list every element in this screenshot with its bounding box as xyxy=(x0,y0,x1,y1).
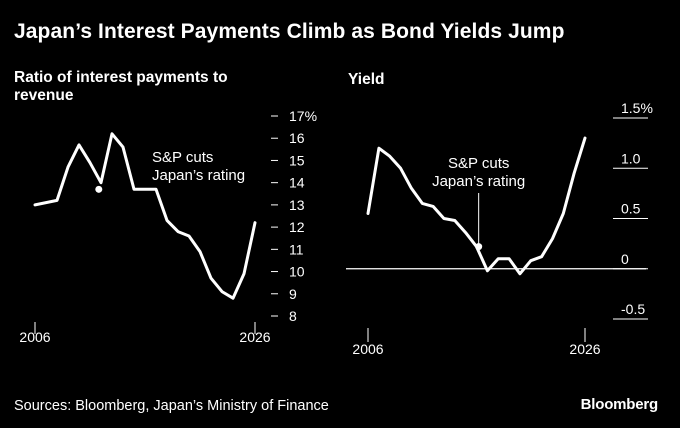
y-tick-label: 1.0 xyxy=(621,150,641,166)
y-tick-label: 15 xyxy=(289,152,305,168)
y-tick-label: 17% xyxy=(289,108,317,124)
annotation-label: Japan’s rating xyxy=(152,167,245,184)
bloomberg-logo: Bloomberg xyxy=(580,396,659,413)
y-tick-label: 13 xyxy=(289,197,305,213)
left-panel-subtitle: Ratio of interest payments to revenue xyxy=(14,69,228,104)
y-tick-label: 8 xyxy=(289,308,297,324)
y-tick-label: 14 xyxy=(289,175,305,191)
y-tick-label: 9 xyxy=(289,286,297,302)
source-note: Sources: Bloomberg, Japan’s Ministry of … xyxy=(14,398,329,414)
y-tick-label: 1.5% xyxy=(621,100,653,116)
y-tick-label: -0.5 xyxy=(621,301,645,317)
right-panel-subtitle: Yield xyxy=(348,71,385,88)
y-tick-label: 0 xyxy=(621,251,629,267)
y-tick-label: 10 xyxy=(289,264,305,280)
left-panel: 8 9 10 11 12 13 14 15 16 17% 2006 2026 S&P cutsJapan… xyxy=(19,108,317,345)
y-tick-label: 16 xyxy=(289,130,305,146)
annotation-marker xyxy=(95,185,103,193)
annotation-label: Japan’s rating xyxy=(432,173,525,190)
x-tick-label: 2026 xyxy=(239,329,270,345)
x-tick-label: 2006 xyxy=(352,341,383,357)
x-tick-label: 2026 xyxy=(569,341,600,357)
y-tick-label: 11 xyxy=(289,241,304,257)
y-tick-label: 0.5 xyxy=(621,201,641,217)
chart-title: Japan’s Interest Payments Climb as Bond … xyxy=(14,20,565,43)
y-tick-label: 12 xyxy=(289,219,305,235)
x-tick-label: 2006 xyxy=(19,329,50,345)
annotation-label: S&P cuts xyxy=(152,149,213,166)
series-line xyxy=(33,132,257,300)
annotation-label: S&P cuts xyxy=(448,155,509,172)
